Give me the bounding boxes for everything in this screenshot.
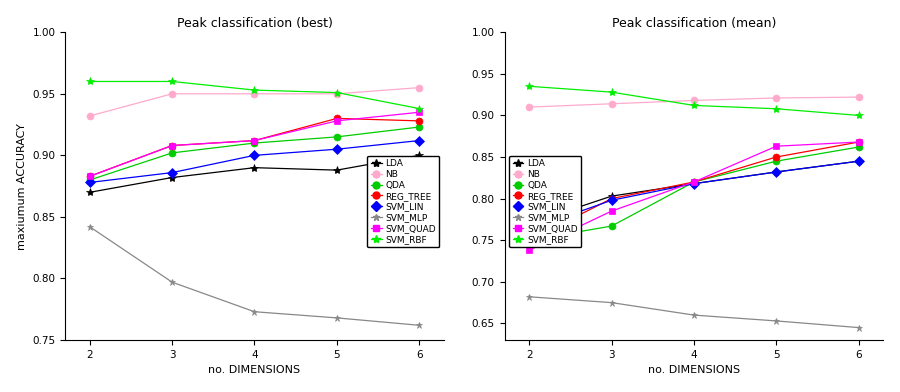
Legend: LDA, NB, QDA, REG_TREE, SVM_LIN, SVM_MLP, SVM_QUAD, SVM_RBF: LDA, NB, QDA, REG_TREE, SVM_LIN, SVM_MLP… (367, 156, 439, 247)
Y-axis label: maxiumum ACCURACY: maxiumum ACCURACY (17, 123, 27, 250)
Title: Peak classification (mean): Peak classification (mean) (612, 17, 776, 30)
Title: Peak classification (best): Peak classification (best) (176, 17, 332, 30)
X-axis label: no. DIMENSIONS: no. DIMENSIONS (209, 365, 301, 375)
Legend: LDA, NB, QDA, REG_TREE, SVM_LIN, SVM_MLP, SVM_QUAD, SVM_RBF: LDA, NB, QDA, REG_TREE, SVM_LIN, SVM_MLP… (509, 156, 581, 247)
X-axis label: no. DIMENSIONS: no. DIMENSIONS (648, 365, 740, 375)
